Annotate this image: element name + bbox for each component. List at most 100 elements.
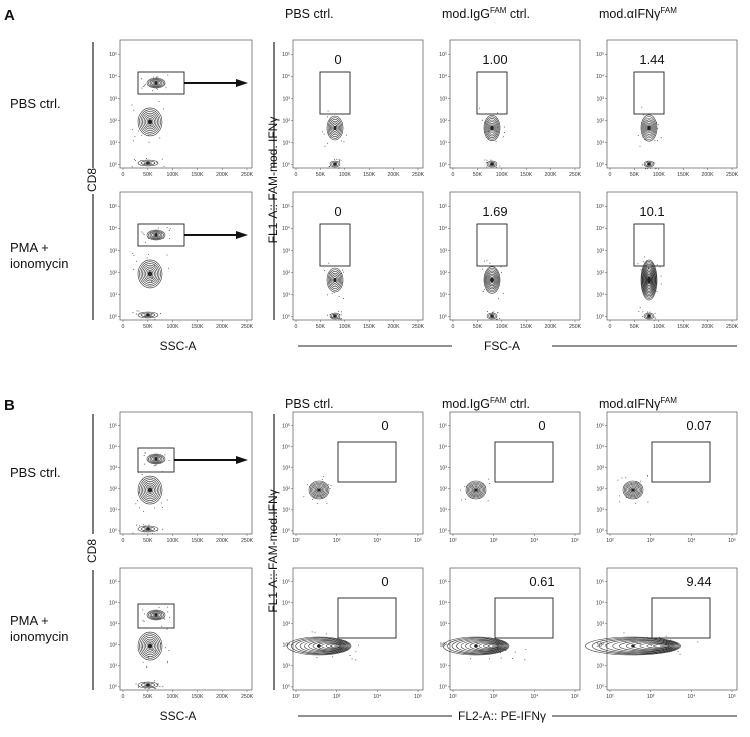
cell-population — [442, 636, 527, 661]
x-tick-label: 100K — [339, 324, 352, 330]
y-tick-label: 10⁴ — [439, 445, 447, 451]
plot-frame — [606, 39, 738, 169]
y-tick-label: 10⁴ — [109, 601, 117, 607]
plot-frame — [119, 39, 253, 169]
y-tick-label: 10³ — [440, 466, 448, 472]
gate-percentage: 10.1 — [639, 204, 664, 219]
cd8-population — [142, 606, 171, 623]
y-tick-label: 10³ — [283, 96, 291, 102]
x-tick-label: 10² — [606, 538, 614, 544]
cd8-gate — [137, 603, 175, 629]
debris-population — [132, 310, 161, 320]
x-tick-label: 0 — [122, 538, 125, 544]
row-label: PBS ctrl. — [10, 96, 61, 111]
y-tick-label: 10¹ — [110, 508, 118, 514]
x-tick-label: 100K — [167, 694, 180, 700]
x-tick-label: 10⁴ — [373, 538, 381, 544]
ifn-gate — [633, 223, 665, 267]
x-tick-label: 0 — [295, 324, 298, 330]
panel-letter: A — [4, 7, 15, 24]
x-tick-label: 250K — [569, 172, 582, 178]
stain-plot-r0-c0: 10⁰ 10¹ 10² 10³ 10⁴ 10⁵ 0 50K 100K 150K 200K 250K — [282, 39, 425, 178]
row-label-line1: PMA + — [10, 613, 49, 628]
x-tick-label: 0 — [609, 324, 612, 330]
y-tick-label: 10⁵ — [596, 579, 604, 585]
x-tick-label: 200K — [216, 172, 229, 178]
row-label-line2: ionomycin — [10, 629, 69, 644]
x-tick-label: 100K — [496, 172, 509, 178]
gate-percentage: 1.69 — [482, 204, 507, 219]
x-tick-label: 10⁵ — [414, 694, 422, 700]
x-tick-label: 200K — [545, 172, 558, 178]
x-tick-label: 200K — [388, 324, 401, 330]
y-tick-label: 10² — [110, 270, 118, 276]
cd8-negative-population — [131, 100, 164, 143]
x-tick-label: 250K — [412, 172, 425, 178]
plot-frame — [119, 567, 253, 691]
y-tick-label: 10⁴ — [439, 226, 447, 232]
plot-frame — [292, 39, 424, 169]
y-tick-label: 10⁵ — [282, 204, 290, 210]
ifn-gate — [494, 441, 554, 483]
debris-population — [131, 157, 165, 168]
y-tick-label: 10³ — [597, 248, 605, 254]
y-tick-label: 10⁰ — [596, 314, 604, 320]
cell-population — [303, 476, 332, 504]
x-tick-label: 200K — [216, 538, 229, 544]
x-tick-label: 10⁴ — [373, 694, 381, 700]
x-tick-label: 10² — [292, 694, 300, 700]
cell-population — [585, 632, 699, 656]
cd8-population — [143, 452, 170, 467]
gating-x-axis-title: SSC-A — [160, 339, 197, 353]
x-tick-label: 50K — [630, 172, 640, 178]
bottom-population — [642, 311, 657, 322]
ifn-gate — [494, 597, 554, 639]
ifn-gate — [337, 597, 397, 639]
y-tick-label: 10² — [283, 487, 291, 493]
x-tick-label: 250K — [241, 694, 254, 700]
gate-percentage: 9.44 — [686, 574, 711, 589]
gate-arrow-head — [236, 456, 248, 464]
x-tick-label: 10⁵ — [728, 694, 736, 700]
stain-plot-r1-c0: 10⁰ 10¹ 10² 10³ 10⁴ 10⁵ 10² 10³ 10⁴ 10⁵ — [282, 567, 424, 700]
ifn-gate — [633, 71, 665, 115]
x-tick-label: 250K — [569, 324, 582, 330]
plot-frame — [606, 411, 738, 535]
y-tick-label: 10³ — [440, 248, 448, 254]
y-tick-label: 10¹ — [110, 292, 118, 298]
y-tick-label: 10³ — [440, 96, 448, 102]
y-tick-label: 10⁵ — [109, 52, 117, 58]
y-tick-label: 10⁴ — [596, 74, 604, 80]
bottom-population — [484, 159, 501, 168]
plot-frame — [292, 411, 424, 535]
y-tick-label: 10³ — [110, 466, 118, 472]
x-tick-label: 150K — [191, 538, 204, 544]
x-tick-label: 0 — [295, 172, 298, 178]
stain-x-axis-title: FSC-A — [484, 339, 520, 353]
y-tick-label: 10² — [110, 643, 118, 649]
y-tick-label: 10² — [283, 643, 291, 649]
y-tick-label: 10⁰ — [282, 314, 290, 320]
y-tick-label: 10⁵ — [596, 423, 604, 429]
y-tick-label: 10³ — [597, 466, 605, 472]
x-tick-label: 10³ — [490, 694, 498, 700]
x-tick-label: 250K — [241, 172, 254, 178]
x-tick-label: 0 — [122, 172, 125, 178]
gating-plot-row-1: 10⁰ 10¹ 10² 10³ 10⁴ 10⁵ 0 50K 100K 150K 200K 250K — [109, 567, 254, 700]
bottom-population — [327, 310, 343, 320]
y-tick-label: 10¹ — [597, 664, 605, 670]
y-tick-label: 10⁰ — [596, 529, 604, 535]
y-tick-label: 10⁴ — [596, 445, 604, 451]
gate-percentage: 0 — [381, 418, 388, 433]
y-tick-label: 10² — [597, 270, 605, 276]
y-tick-label: 10³ — [110, 96, 118, 102]
stain-plot-r1-c2: 10⁰ 10¹ 10² 10³ 10⁴ 10⁵ 10² 10³ 10⁴ 10⁵ — [596, 567, 738, 700]
x-tick-label: 10³ — [647, 538, 655, 544]
x-tick-label: 10² — [292, 538, 300, 544]
plot-frame — [449, 411, 581, 535]
y-tick-label: 10⁵ — [109, 579, 117, 585]
x-tick-label: 10³ — [490, 538, 498, 544]
x-tick-label: 0 — [122, 324, 125, 330]
cd8-negative-population — [135, 471, 168, 512]
y-tick-label: 10¹ — [597, 140, 605, 146]
